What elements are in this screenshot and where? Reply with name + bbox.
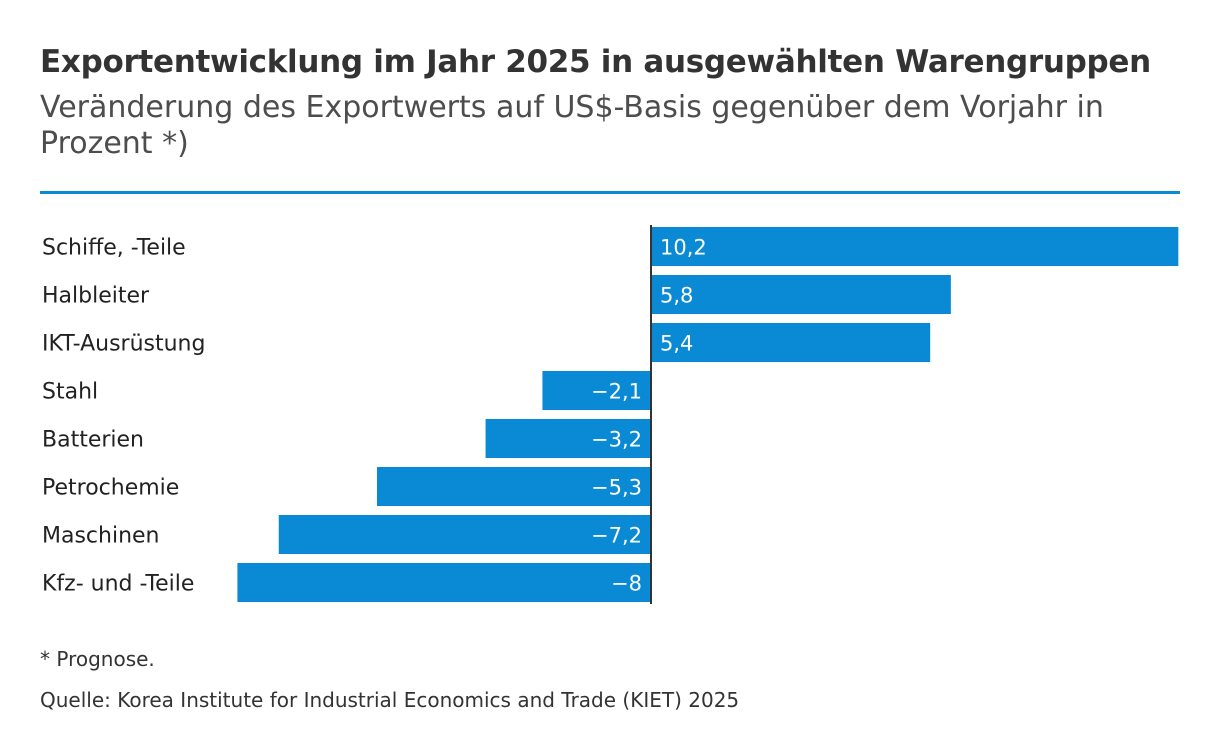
bar-4 [542, 371, 651, 410]
value-label: −8 [611, 572, 642, 596]
bar-8 [237, 563, 651, 602]
value-label: −2,1 [591, 380, 642, 404]
value-label: −3,2 [591, 428, 642, 452]
value-label: 10,2 [660, 236, 707, 260]
bar-7 [278, 515, 651, 554]
category-label: Batterien [42, 428, 144, 453]
category-label: Schiffe, -Teile [42, 236, 186, 261]
chart-title: Exportentwicklung im Jahr 2025 in ausgew… [40, 44, 1151, 80]
category-label: IKT-Ausrüstung [42, 332, 205, 357]
category-label: Stahl [42, 380, 98, 405]
chart-subtitle: Veränderung des Exportwerts auf US$-Basi… [40, 90, 1104, 161]
category-label: Halbleiter [42, 284, 150, 309]
value-label: −7,2 [591, 524, 642, 548]
bar-6 [376, 467, 651, 506]
category-label: Petrochemie [42, 476, 179, 501]
bar-3 [651, 323, 931, 362]
footnote: * Prognose. [40, 647, 155, 671]
source-note: Quelle: Korea Institute for Industrial E… [40, 688, 740, 712]
category-label: Kfz- und -Teile [42, 572, 194, 597]
value-label: −5,3 [591, 476, 642, 500]
bar-1 [651, 227, 1179, 266]
category-label: Maschinen [42, 524, 160, 549]
header-rule [40, 191, 1180, 194]
value-label: 5,4 [660, 332, 693, 356]
bar-5 [485, 419, 651, 458]
bar-2 [651, 275, 951, 314]
value-label: 5,8 [660, 284, 693, 308]
